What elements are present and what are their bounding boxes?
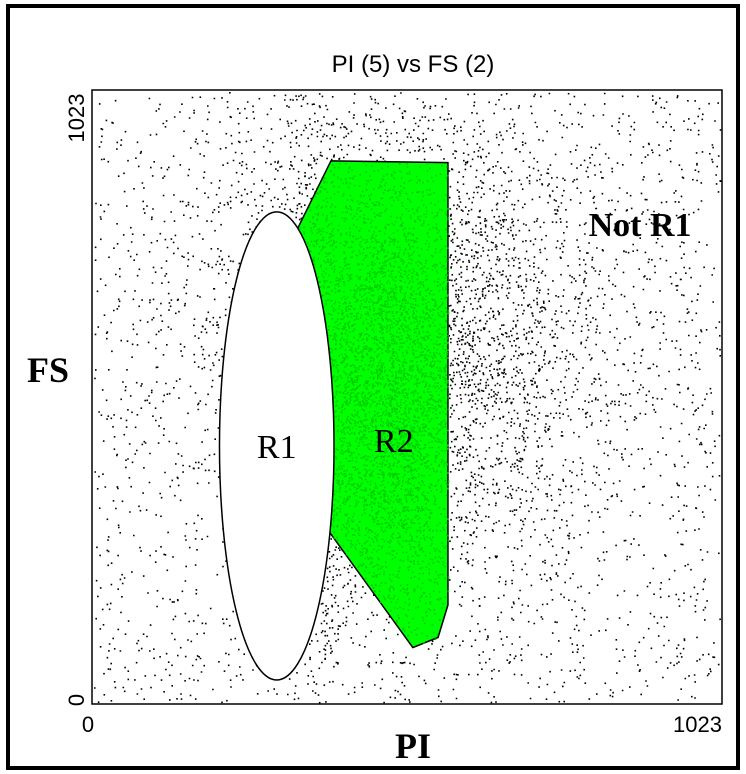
chart-title: PI (5) vs FS (2) (332, 51, 495, 78)
scatter-dots-black (94, 92, 722, 704)
x-tick-label-max: 1023 (673, 712, 722, 737)
region-r1-ellipse (218, 211, 335, 681)
x-tick-label-min: 0 (82, 712, 94, 737)
region-label-not-r1: Not R1 (589, 207, 692, 244)
scatter-points (94, 92, 722, 704)
x-axis-label: PI (395, 726, 431, 766)
region-label-r1: R1 (257, 429, 297, 466)
y-tick-label-min: 0 (64, 694, 89, 706)
scatter-dots-r2 (298, 161, 450, 644)
plot-area-border (91, 89, 723, 705)
y-axis-label: FS (27, 350, 69, 390)
y-tick-label-max: 1023 (64, 94, 89, 143)
region-label-r2: R2 (374, 423, 414, 460)
region-r1-group (218, 211, 335, 681)
